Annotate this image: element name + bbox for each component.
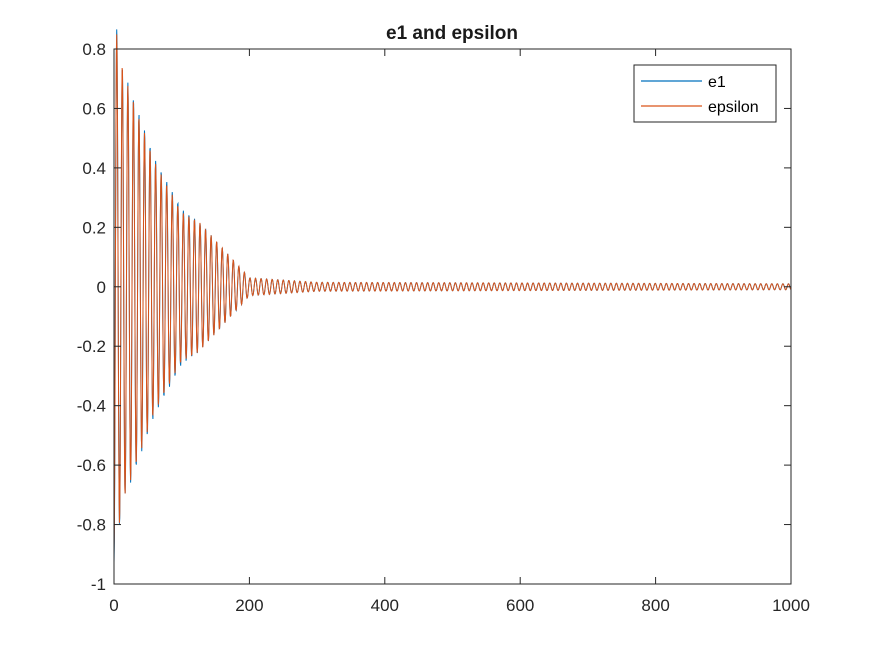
legend-label-epsilon: epsilon	[708, 99, 759, 116]
legend: e1 epsilon	[633, 64, 777, 123]
y-tick-label: 0.4	[82, 159, 106, 178]
y-axis-ticks: -1 -0.8 -0.6 -0.4 -0.2 0 0.2 0.4 0.6 0.8	[77, 40, 791, 594]
y-tick-label: 0.8	[82, 40, 106, 59]
y-tick-label: -1	[91, 575, 106, 594]
plot-area	[114, 49, 791, 584]
y-tick-label: -0.2	[77, 337, 106, 356]
legend-box	[633, 64, 777, 123]
x-axis-ticks: 0 200 400 600 800 1000	[109, 49, 810, 615]
x-tick-label: 200	[235, 596, 263, 615]
y-tick-label: -0.4	[77, 397, 106, 416]
y-tick-label: -0.6	[77, 456, 106, 475]
series-line-epsilon	[113, 34, 792, 555]
x-tick-label: 400	[371, 596, 399, 615]
series-layer	[113, 29, 792, 564]
x-tick-label: 800	[641, 596, 669, 615]
x-tick-label: 0	[109, 596, 118, 615]
legend-label-e1: e1	[708, 74, 726, 91]
x-tick-label: 1000	[772, 596, 810, 615]
axes-box	[113, 48, 792, 585]
y-tick-label: 0.2	[82, 218, 106, 237]
y-tick-label: 0.6	[82, 99, 106, 118]
chart-title: e1 and epsilon	[386, 23, 518, 44]
y-tick-label: 0	[97, 278, 106, 297]
y-tick-label: -0.8	[77, 516, 106, 535]
x-tick-label: 600	[506, 596, 534, 615]
